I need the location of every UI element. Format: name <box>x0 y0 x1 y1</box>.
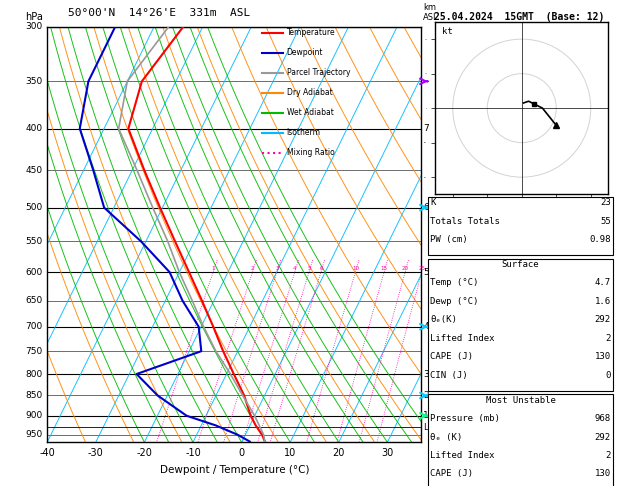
Text: 2: 2 <box>423 391 429 400</box>
Text: 4.7: 4.7 <box>594 278 611 288</box>
Text: -40: -40 <box>39 449 55 458</box>
Text: Lifted Index: Lifted Index <box>430 334 495 343</box>
Text: 800: 800 <box>25 369 43 379</box>
Text: 400: 400 <box>26 124 43 133</box>
Text: 6: 6 <box>423 203 429 212</box>
Text: 292: 292 <box>594 315 611 325</box>
Text: 2: 2 <box>605 334 611 343</box>
Text: 968: 968 <box>594 414 611 423</box>
Text: 292: 292 <box>594 433 611 442</box>
Text: 1: 1 <box>211 266 215 271</box>
Text: 900: 900 <box>25 411 43 420</box>
Text: Pressure (mb): Pressure (mb) <box>430 414 500 423</box>
Text: -20: -20 <box>136 449 152 458</box>
Text: Totals Totals: Totals Totals <box>430 217 500 226</box>
Text: CAPE (J): CAPE (J) <box>430 469 473 479</box>
Text: 700: 700 <box>25 322 43 331</box>
Text: Surface: Surface <box>502 260 539 269</box>
Text: 2: 2 <box>605 451 611 460</box>
Text: Dry Adiabat: Dry Adiabat <box>287 88 333 97</box>
Text: 450: 450 <box>26 166 43 175</box>
Text: 7: 7 <box>423 124 429 133</box>
Text: PW (cm): PW (cm) <box>430 235 468 244</box>
Text: 850: 850 <box>25 391 43 400</box>
Text: 550: 550 <box>25 237 43 246</box>
Text: 20: 20 <box>333 449 345 458</box>
Text: 5: 5 <box>308 266 311 271</box>
Text: 0: 0 <box>238 449 245 458</box>
Text: 15: 15 <box>381 266 387 271</box>
Text: 5: 5 <box>423 268 429 277</box>
Text: 3: 3 <box>423 369 429 379</box>
Text: 55: 55 <box>600 217 611 226</box>
Text: 130: 130 <box>594 352 611 362</box>
Text: hPa: hPa <box>25 12 43 22</box>
Text: 600: 600 <box>25 268 43 277</box>
Text: 25.04.2024  15GMT  (Base: 12): 25.04.2024 15GMT (Base: 12) <box>434 12 604 22</box>
Text: Mixing Ratio: Mixing Ratio <box>287 148 335 157</box>
Text: θₑ(K): θₑ(K) <box>430 315 457 325</box>
Text: 0: 0 <box>605 371 611 380</box>
Text: -10: -10 <box>185 449 201 458</box>
Text: 23: 23 <box>600 198 611 208</box>
Text: 6: 6 <box>319 266 323 271</box>
Text: 3: 3 <box>275 266 279 271</box>
Text: 10: 10 <box>284 449 296 458</box>
Text: 0.98: 0.98 <box>589 235 611 244</box>
Text: -30: -30 <box>88 449 104 458</box>
Text: 30: 30 <box>381 449 394 458</box>
Text: Isotherm: Isotherm <box>287 128 321 137</box>
Text: 4: 4 <box>423 322 429 331</box>
Text: K: K <box>430 198 436 208</box>
Text: LCL: LCL <box>423 423 438 432</box>
Text: Dewp (°C): Dewp (°C) <box>430 297 479 306</box>
Text: 950: 950 <box>25 431 43 439</box>
Text: Most Unstable: Most Unstable <box>486 396 555 405</box>
Text: Dewpoint: Dewpoint <box>287 49 323 57</box>
Text: 2: 2 <box>251 266 254 271</box>
Text: 300: 300 <box>25 22 43 31</box>
Text: 4: 4 <box>293 266 296 271</box>
Text: 350: 350 <box>25 77 43 86</box>
Text: CAPE (J): CAPE (J) <box>430 352 473 362</box>
Text: 50°00'N  14°26'E  331m  ASL: 50°00'N 14°26'E 331m ASL <box>69 8 250 17</box>
Text: Wet Adiabat: Wet Adiabat <box>287 108 333 117</box>
Text: 1.6: 1.6 <box>594 297 611 306</box>
Text: 750: 750 <box>25 347 43 356</box>
Text: Temperature: Temperature <box>287 29 335 37</box>
Text: km
ASL: km ASL <box>423 3 439 22</box>
Text: Temp (°C): Temp (°C) <box>430 278 479 288</box>
Text: CIN (J): CIN (J) <box>430 371 468 380</box>
Text: 1: 1 <box>423 411 429 420</box>
Text: 10: 10 <box>352 266 359 271</box>
Text: 650: 650 <box>25 296 43 305</box>
Text: Dewpoint / Temperature (°C): Dewpoint / Temperature (°C) <box>160 465 309 475</box>
Text: Parcel Trajectory: Parcel Trajectory <box>287 69 350 77</box>
Text: 20: 20 <box>402 266 409 271</box>
Text: 500: 500 <box>25 203 43 212</box>
Text: Lifted Index: Lifted Index <box>430 451 495 460</box>
Text: kt: kt <box>442 27 453 36</box>
Text: 25: 25 <box>418 266 425 271</box>
Text: θₑ (K): θₑ (K) <box>430 433 462 442</box>
Text: 130: 130 <box>594 469 611 479</box>
Text: © weatheronline.co.uk: © weatheronline.co.uk <box>467 471 571 480</box>
